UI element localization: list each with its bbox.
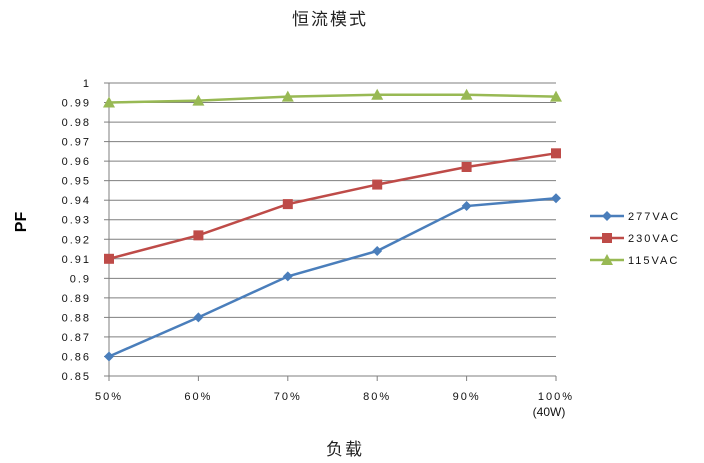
data-point xyxy=(192,94,205,106)
y-tick-label: 0.89 xyxy=(62,293,91,305)
legend-marker xyxy=(601,254,613,265)
x-tick-label: 100% xyxy=(538,391,574,403)
series-line xyxy=(108,197,557,358)
y-tick-label: 0.93 xyxy=(62,215,91,227)
legend: 277VAC 230VAC 115VAC xyxy=(590,211,680,267)
legend-marker xyxy=(602,211,612,221)
legend-item: 230VAC xyxy=(590,233,680,245)
data-point xyxy=(551,148,561,159)
series-230VAC xyxy=(104,148,561,264)
data-point xyxy=(104,253,114,264)
x-tick-labels: 50% 60% 70% 80% 90% 100% xyxy=(95,391,574,403)
x-tick-label: 80% xyxy=(363,391,391,403)
x-tick-label: 60% xyxy=(184,391,212,403)
y-tick-label: 0.95 xyxy=(62,176,91,188)
series-line xyxy=(108,93,557,104)
y-tick-label: 0.96 xyxy=(62,156,91,168)
y-tick-label: 0.99 xyxy=(62,98,91,110)
axes xyxy=(108,83,557,381)
y-tick-label: 1 xyxy=(83,78,91,90)
x-axis-label: 负载 xyxy=(326,440,364,460)
legend-label: 277VAC xyxy=(628,211,680,223)
data-point xyxy=(193,230,204,241)
data-point xyxy=(551,193,561,204)
series-line xyxy=(108,152,557,261)
y-axis-label: PF xyxy=(13,212,30,233)
x-tick-label: 70% xyxy=(274,391,302,403)
data-point xyxy=(282,199,293,210)
y-tick-label: 0.9 xyxy=(70,273,91,285)
y-tick-label: 0.88 xyxy=(62,312,91,324)
legend-label: 230VAC xyxy=(628,233,680,245)
data-point xyxy=(550,90,562,102)
y-tick-label: 0.97 xyxy=(62,137,91,149)
series-layer xyxy=(103,88,562,362)
legend-item: 277VAC xyxy=(590,211,680,223)
data-point xyxy=(372,245,383,256)
x-axis-note: (40W) xyxy=(533,405,566,419)
series-115VAC xyxy=(103,88,562,108)
x-tick-label: 50% xyxy=(95,391,123,403)
data-point xyxy=(372,179,383,190)
legend-label: 115VAC xyxy=(628,255,679,267)
chart-title: 恒流模式 xyxy=(292,10,368,30)
x-tick-label: 90% xyxy=(453,391,481,403)
data-point xyxy=(371,88,384,100)
data-point xyxy=(282,271,293,282)
y-tick-labels: 0.85 0.86 0.87 0.88 0.89 0.9 0.91 0.92 0.93 0.94 0… xyxy=(62,78,91,383)
data-point xyxy=(461,161,472,172)
y-tick-label: 0.87 xyxy=(62,332,91,344)
y-tick-label: 0.94 xyxy=(62,195,91,207)
y-tick-label: 0.85 xyxy=(62,371,91,383)
legend-item: 115VAC xyxy=(590,254,679,267)
series-277VAC xyxy=(104,193,561,362)
data-point xyxy=(104,351,114,362)
y-tick-label: 0.91 xyxy=(62,254,91,266)
data-point xyxy=(281,90,294,102)
data-point xyxy=(103,96,115,108)
y-tick-label: 0.98 xyxy=(62,117,91,129)
y-tick-label: 0.92 xyxy=(62,234,91,246)
legend-marker xyxy=(602,233,612,243)
data-point xyxy=(460,88,473,100)
data-point xyxy=(461,201,472,212)
data-point xyxy=(193,312,204,323)
y-tick-label: 0.86 xyxy=(62,351,91,363)
gridlines xyxy=(104,82,556,377)
